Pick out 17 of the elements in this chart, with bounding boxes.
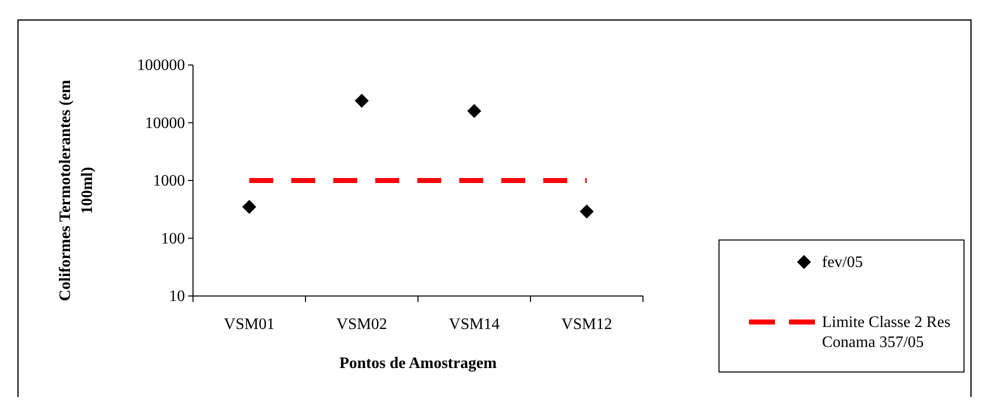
y-tick-label: 1000 — [153, 172, 185, 190]
point — [467, 104, 482, 118]
legend-label: Limite Classe 2 Res Conama 357/05 — [822, 314, 950, 351]
y-axis-title: Coliformes Termotolerantes (em 100ml) — [57, 79, 96, 302]
x-tick-label: VSM01 — [224, 316, 275, 333]
y-tick-label: 10000 — [145, 114, 185, 132]
x-tick-label: VSM12 — [561, 316, 612, 333]
legend-label: fev/05 — [822, 254, 863, 271]
point — [242, 200, 256, 214]
x-tick-label: VSM14 — [448, 316, 500, 333]
y-tick-label: 10 — [169, 288, 185, 305]
x-tick-label: VSM02 — [336, 316, 388, 333]
y-tick-label: 100 — [161, 230, 185, 248]
x-axis-title: Pontos de Amostragem — [339, 355, 498, 372]
point — [580, 204, 594, 219]
point — [354, 94, 369, 108]
y-tick-label: 100000 — [137, 57, 185, 74]
